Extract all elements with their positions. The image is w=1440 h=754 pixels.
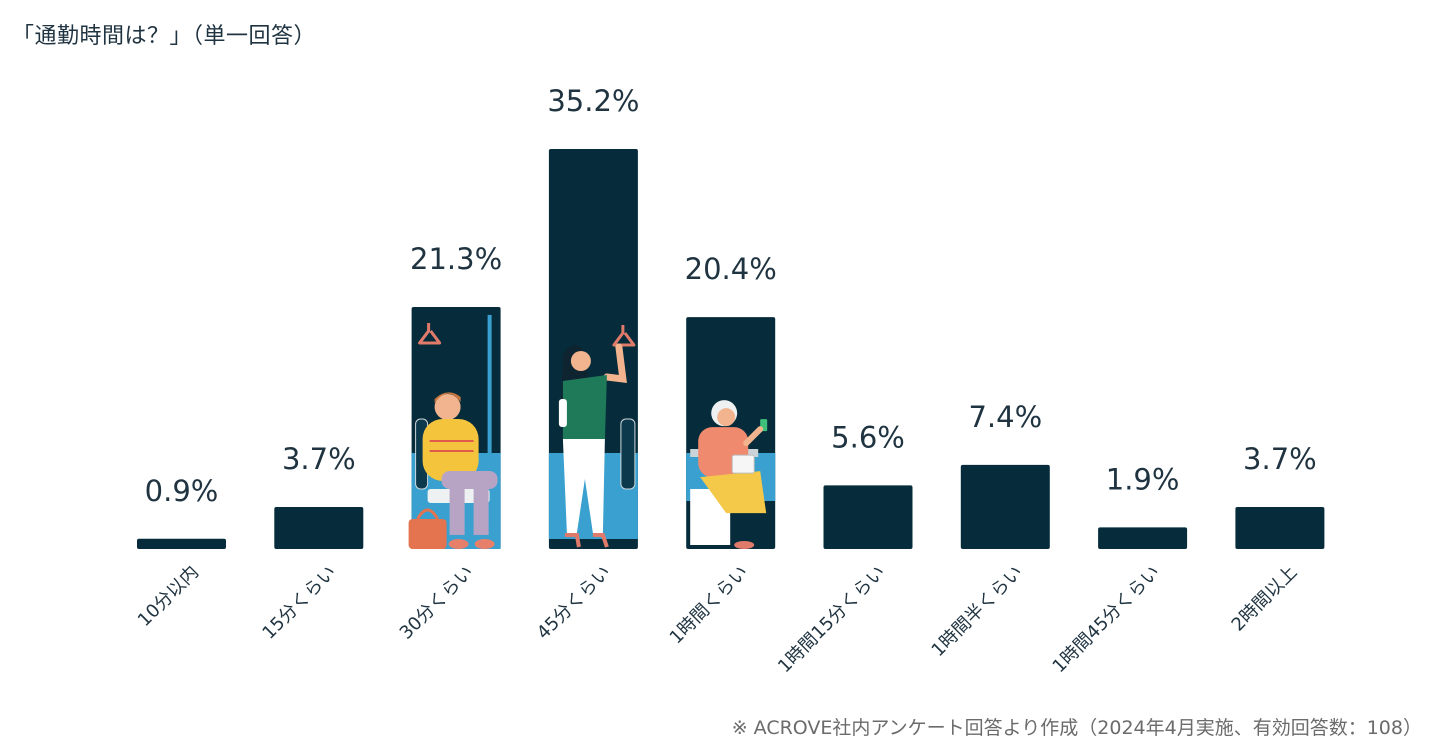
value-label: 21.3% xyxy=(410,242,502,276)
category-label: 45分くらい xyxy=(533,562,615,644)
value-label: 0.9% xyxy=(145,474,219,508)
value-label: 5.6% xyxy=(831,420,905,454)
category-label: 1時間半くらい xyxy=(928,562,1027,661)
value-label: 3.7% xyxy=(1243,442,1317,476)
chart-title: 「通勤時間は？」（単一回答） xyxy=(12,24,317,49)
category-label: 10分以内 xyxy=(134,562,203,631)
category-label: 1時間45分くらい xyxy=(1049,562,1165,678)
value-label: 1.9% xyxy=(1106,462,1180,496)
value-label: 20.4% xyxy=(685,252,777,286)
seated-woman-phone-icon xyxy=(686,400,776,549)
seated-man-icon xyxy=(408,314,501,549)
bar xyxy=(1235,506,1325,549)
standing-woman-icon xyxy=(548,325,638,548)
category-label: 1時間15分くらい xyxy=(774,562,890,678)
category-label: 30分くらい xyxy=(396,562,478,644)
bar xyxy=(137,538,226,549)
bar xyxy=(823,485,913,549)
bar xyxy=(274,506,364,549)
category-label: 2時間以上 xyxy=(1228,562,1302,636)
value-label: 3.7% xyxy=(282,442,356,476)
value-label: 7.4% xyxy=(968,400,1042,434)
chart-footnote: ※ ACROVE社内アンケート回答より作成（2024年4月実施、有効回答数：10… xyxy=(731,717,1422,739)
bar xyxy=(960,464,1050,549)
bar xyxy=(1098,527,1188,549)
value-label: 35.2% xyxy=(547,84,639,118)
category-label: 15分くらい xyxy=(258,562,340,644)
category-label: 1時間くらい xyxy=(666,562,753,649)
